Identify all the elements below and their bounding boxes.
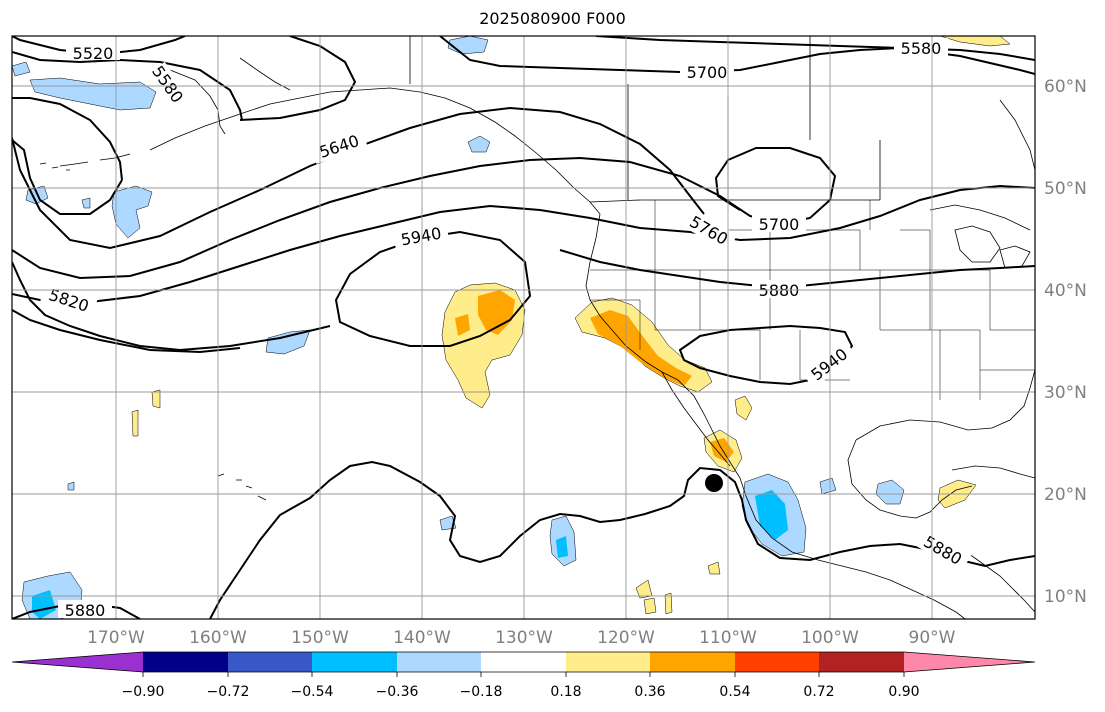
- colorbar-tick-label: 0.54: [719, 684, 750, 700]
- colorbar-segment: [397, 652, 481, 672]
- longitude-labels: 170°W 160°W 150°W 140°W 130°W 120°W 110°…: [87, 628, 956, 648]
- colorbar-segment: [481, 652, 566, 672]
- colorbar-extend-high: [904, 652, 1035, 672]
- lon-label: 90°W: [909, 628, 956, 648]
- colorbar-segment: [735, 652, 819, 672]
- lat-label: 60°N: [1044, 77, 1087, 97]
- map-frame: [11, 35, 1036, 620]
- lat-label: 10°N: [1044, 587, 1087, 607]
- colorbar-segment: [228, 652, 312, 672]
- lat-label: 50°N: [1044, 179, 1087, 199]
- lon-label: 100°W: [801, 628, 859, 648]
- lon-label: 150°W: [291, 628, 349, 648]
- colorbar-tick-label: −0.18: [460, 684, 503, 700]
- colorbar-tick-label: 0.72: [803, 684, 834, 700]
- colorbar-segment: [312, 652, 397, 672]
- colorbar-segment: [650, 652, 735, 672]
- colorbar-extend-low: [12, 652, 143, 672]
- colorbar: −0.90 −0.72 −0.54 −0.36 −0.18 0.18 0.36 …: [11, 651, 1036, 700]
- colorbar-segment: [566, 652, 650, 672]
- lat-label: 30°N: [1044, 383, 1087, 403]
- contour-label: 5700: [759, 215, 800, 234]
- lat-label: 40°N: [1044, 281, 1087, 301]
- colorbar-tick-label: 0.90: [888, 684, 919, 700]
- contour-label: 5520: [73, 44, 114, 63]
- contour-label: 5700: [687, 63, 728, 82]
- colorbar-segment: [819, 652, 904, 672]
- map-panel: 5520 5580 5580 5640 5700 5700 5760 5820 …: [12, 36, 1035, 620]
- colorbar-segment: [143, 652, 228, 672]
- lon-label: 160°W: [189, 628, 247, 648]
- lat-label: 20°N: [1044, 485, 1087, 505]
- colorbar-tick-label: 0.36: [634, 684, 665, 700]
- colorbar-tick-label: −0.54: [291, 684, 334, 700]
- lon-label: 110°W: [699, 628, 757, 648]
- contour-label: 5880: [65, 601, 106, 620]
- colorbar-tick-label: −0.72: [207, 684, 250, 700]
- gridlines: [12, 36, 1035, 619]
- colorbar-tick-label: −0.90: [122, 684, 165, 700]
- colorbar-tick-label: 0.18: [550, 684, 581, 700]
- contour-label: 5880: [759, 281, 800, 300]
- lon-label: 140°W: [393, 628, 451, 648]
- height-contours: [12, 36, 1035, 619]
- contour-label: 5580: [901, 39, 942, 58]
- map-title: 2025080900 F000: [479, 9, 626, 28]
- lon-label: 120°W: [597, 628, 655, 648]
- colorbar-tick-label: −0.36: [376, 684, 419, 700]
- latitude-labels: 60°N 50°N 40°N 30°N 20°N 10°N: [1044, 77, 1087, 607]
- storm-center-marker: [705, 474, 723, 492]
- lon-label: 170°W: [87, 628, 145, 648]
- lon-label: 130°W: [495, 628, 553, 648]
